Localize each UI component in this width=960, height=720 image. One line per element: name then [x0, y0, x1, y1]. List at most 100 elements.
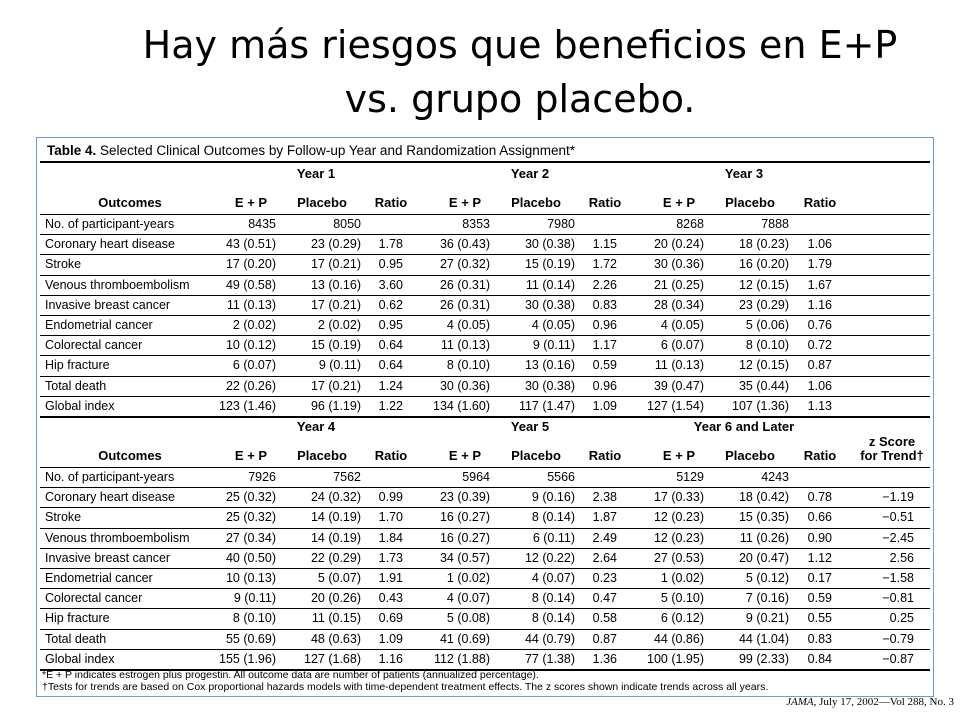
table-rule [40, 234, 930, 236]
table-cell: 13 (0.16) [310, 277, 361, 292]
outcome-label: Coronary heart disease [45, 237, 175, 252]
table-cell: 96 (1.19) [310, 398, 361, 413]
table-cell: 8 (0.10) [745, 338, 789, 353]
table-cell: 28 (0.34) [653, 297, 704, 312]
table-cell: 20 (0.26) [310, 591, 361, 606]
table-cell: 123 (1.46) [219, 398, 276, 413]
table-cell: 5 (0.08) [446, 611, 490, 626]
outcome-label: Hip fracture [45, 611, 110, 626]
table-cell: 13 (0.16) [524, 358, 575, 373]
table-cell: 1.16 [378, 651, 403, 666]
table-rule [40, 568, 930, 569]
table-rule [40, 588, 930, 590]
table-cell: 117 (1.47) [518, 398, 575, 413]
table-cell: 27 (0.32) [439, 257, 490, 272]
table-cell: 0.95 [378, 318, 403, 332]
table-cell: 4 (0.07) [446, 591, 490, 606]
table-cell: 1 (0.02) [660, 571, 704, 585]
table-cell: 0.84 [807, 651, 832, 666]
table-cell: 4243 [761, 470, 789, 484]
table-cell: 5566 [547, 470, 575, 484]
table-cell: 0.55 [807, 611, 832, 626]
table-rule [40, 487, 930, 489]
table-cell: 17 (0.33) [653, 490, 704, 505]
table-cell: 21 (0.25) [653, 277, 704, 292]
table-cell: 155 (1.96) [219, 651, 276, 666]
table-cell: 8 (0.14) [531, 591, 575, 606]
table-cell: 20 (0.24) [653, 237, 704, 252]
column-header: Ratio [588, 195, 622, 210]
table-cell: 30 (0.36) [439, 378, 490, 393]
table-cell: 25 (0.32) [225, 510, 276, 525]
table-cell: 0.17 [807, 571, 832, 585]
table-cell: 0.83 [592, 297, 617, 312]
outcome-label: Colorectal cancer [45, 338, 143, 353]
column-header: Ratio [374, 448, 408, 463]
table-cell: 1.09 [378, 631, 403, 646]
outcome-label: No. of participant-years [45, 217, 175, 231]
table-cell: 1.22 [378, 398, 403, 413]
column-header: Placebo [297, 448, 347, 463]
z-score-header-sub: for Trend† [860, 448, 924, 463]
table-rule [40, 274, 930, 276]
table-cell: 12 (0.15) [738, 358, 789, 373]
table-cell: 0.64 [378, 358, 403, 373]
table-cell: 0.87 [807, 358, 832, 373]
table-cell: 1.15 [592, 237, 617, 252]
table-cell: 3.60 [378, 277, 403, 292]
table-cell: 22 (0.26) [225, 378, 276, 393]
year-group-header: Year 6 and Later [693, 419, 795, 434]
table-cell: 12 (0.22) [524, 550, 575, 565]
table-cell: 16 (0.27) [439, 510, 490, 525]
table-cell: 34 (0.57) [439, 550, 490, 565]
table-cell: 11 (0.15) [311, 611, 361, 626]
outcome-label: Venous thromboembolism [45, 530, 190, 545]
table-cell: 49 (0.58) [225, 277, 276, 292]
outcome-label: Invasive breast cancer [45, 550, 171, 565]
slide-title-line-2: vs. grupo placebo. [344, 77, 696, 121]
table-cell: 7562 [333, 470, 361, 484]
table-cell: 0.47 [592, 591, 617, 606]
table-cell: 22 (0.29) [310, 550, 361, 565]
table-cell: 1.12 [807, 550, 832, 565]
table-cell: 100 (1.95) [647, 651, 704, 666]
z-score-cell: 2.56 [889, 550, 914, 565]
table-caption: Table 4. Selected Clinical Outcomes by F… [47, 143, 575, 158]
table-cell: 6 (0.07) [660, 338, 704, 353]
table-cell: 11 (0.13) [226, 297, 276, 312]
table-cell: 1.73 [378, 550, 403, 565]
slide-title-line-1: Hay más riesgos que beneficios en E+P [142, 23, 898, 67]
table-cell: 1.67 [807, 277, 832, 292]
z-score-cell: −1.19 [882, 490, 914, 505]
table-cell: 0.59 [807, 591, 832, 606]
table-cell: 8353 [462, 217, 490, 231]
table-rule [40, 335, 930, 337]
table-cell: 9 (0.11) [233, 591, 276, 606]
table-cell: 4 (0.05) [446, 318, 490, 332]
outcomes-header: Outcomes [98, 448, 162, 463]
outcome-label: Global index [45, 651, 115, 666]
table-cell: 0.76 [807, 318, 832, 332]
z-score-cell: −0.81 [882, 591, 914, 606]
table-cell: 9 (0.11) [318, 358, 361, 373]
table-cell: 6 (0.12) [660, 611, 704, 626]
column-header: E + P [234, 195, 268, 210]
table-cell: 40 (0.50) [225, 550, 276, 565]
table-cell: 0.95 [378, 257, 403, 272]
table-cell: 1.09 [592, 398, 617, 413]
table-cell: 43 (0.51) [225, 237, 276, 252]
table-cell: 2.26 [592, 277, 617, 292]
table-cell: 1.17 [592, 338, 617, 353]
table-cell: 5 (0.12) [745, 571, 789, 585]
table-cell: 9 (0.21) [745, 611, 789, 626]
table-cell: 1.79 [807, 257, 832, 272]
citation-journal: JAMA [786, 696, 814, 708]
outcome-label: Stroke [45, 510, 82, 525]
table-cell: 27 (0.34) [225, 530, 276, 545]
table-cell: 134 (1.60) [433, 398, 490, 413]
column-header: Ratio [803, 195, 837, 210]
column-header: Placebo [511, 448, 561, 463]
table-rule [40, 355, 930, 357]
table-cell: 11 (0.14) [525, 277, 575, 292]
table-rule [40, 507, 930, 509]
